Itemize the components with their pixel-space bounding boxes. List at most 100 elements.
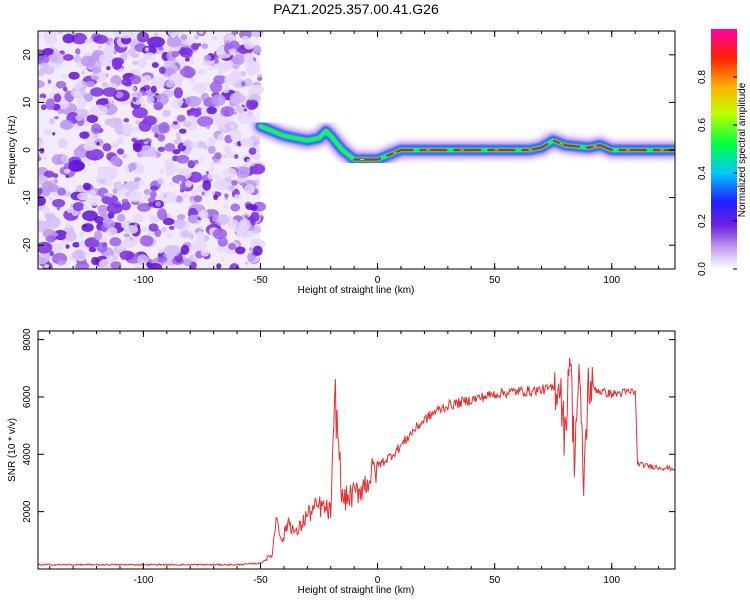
chart-title: PAZ1.2025.357.00.41.G26 bbox=[273, 1, 439, 17]
noise-blob bbox=[45, 235, 57, 243]
noise-blob bbox=[212, 63, 220, 69]
noise-blob bbox=[163, 245, 181, 257]
noise-blob bbox=[106, 255, 114, 264]
noise-blob bbox=[182, 142, 188, 147]
noise-blob bbox=[227, 219, 239, 229]
noise-blob bbox=[151, 62, 159, 68]
noise-blob bbox=[132, 143, 143, 153]
noise-blob bbox=[163, 73, 168, 78]
noise-blob bbox=[79, 231, 85, 238]
noise-blob bbox=[158, 191, 177, 204]
noise-blob bbox=[52, 132, 56, 136]
noise-blob bbox=[194, 34, 200, 40]
noise-blob bbox=[186, 109, 192, 114]
x-tick-label: 100 bbox=[603, 575, 620, 586]
noise-blob bbox=[110, 261, 122, 269]
noise-blob bbox=[216, 245, 226, 252]
noise-blob bbox=[190, 141, 200, 149]
noise-region bbox=[38, 31, 267, 269]
noise-blob bbox=[170, 33, 177, 39]
noise-blob bbox=[121, 201, 131, 211]
noise-blob bbox=[222, 204, 228, 209]
noise-blob bbox=[193, 195, 203, 203]
noise-blob bbox=[59, 119, 74, 130]
noise-blob bbox=[239, 247, 246, 252]
noise-blob bbox=[172, 174, 187, 184]
noise-blob bbox=[128, 162, 137, 171]
noise-blob bbox=[40, 62, 49, 72]
noise-blob bbox=[189, 233, 195, 240]
colorbar-tick-label: 0.8 bbox=[697, 70, 708, 84]
noise-blob bbox=[88, 247, 97, 253]
noise-blob bbox=[224, 193, 229, 198]
noise-blob bbox=[137, 57, 147, 69]
noise-blob bbox=[102, 143, 112, 152]
noise-blob bbox=[238, 218, 251, 231]
noise-blob bbox=[253, 49, 259, 54]
noise-blob bbox=[99, 178, 106, 184]
y-tick-label: 2000 bbox=[22, 500, 33, 523]
noise-blob bbox=[251, 162, 255, 167]
snr-y-ticks: 2000 4000 6000 8000 bbox=[22, 328, 675, 523]
noise-blob bbox=[130, 52, 140, 59]
snr-frame bbox=[37, 330, 676, 570]
spectrogram-ylabel: Frequency (Hz) bbox=[7, 116, 18, 185]
noise-blob bbox=[62, 33, 75, 44]
noise-blob bbox=[79, 131, 90, 139]
noise-blob bbox=[181, 230, 190, 238]
x-tick-label: 0 bbox=[375, 275, 381, 286]
noise-blob bbox=[225, 151, 234, 159]
noise-blob bbox=[176, 154, 190, 164]
noise-blob bbox=[124, 225, 139, 234]
noise-blob bbox=[234, 197, 238, 201]
noise-blob bbox=[157, 133, 166, 142]
noise-blob bbox=[106, 202, 123, 214]
noise-blob bbox=[165, 80, 175, 88]
noise-blob bbox=[162, 217, 175, 226]
noise-blob bbox=[164, 142, 176, 152]
noise-blob bbox=[136, 252, 139, 256]
noise-blob bbox=[246, 64, 258, 76]
noise-blob bbox=[227, 186, 236, 192]
noise-blob bbox=[144, 47, 149, 52]
noise-blob bbox=[43, 156, 48, 161]
noise-blob bbox=[220, 257, 225, 261]
noise-blob bbox=[117, 213, 126, 222]
noise-blob bbox=[182, 193, 189, 198]
noise-blob bbox=[151, 215, 159, 224]
noise-blob bbox=[110, 229, 116, 235]
noise-blob bbox=[82, 182, 92, 191]
noise-blob bbox=[175, 132, 181, 137]
noise-blob bbox=[155, 201, 161, 207]
noise-blob bbox=[38, 80, 45, 88]
noise-blob bbox=[89, 189, 97, 196]
noise-blob bbox=[68, 71, 80, 80]
noise-blob bbox=[230, 203, 241, 212]
noise-blob bbox=[73, 90, 82, 98]
noise-blob bbox=[243, 184, 255, 195]
noise-blob bbox=[56, 187, 66, 196]
noise-blob bbox=[142, 248, 146, 252]
noise-blob bbox=[102, 87, 118, 97]
noise-blob bbox=[228, 48, 237, 55]
noise-blob bbox=[218, 72, 223, 76]
snr-plot-area bbox=[38, 357, 675, 567]
spectrogram-x-ticks: -100 -50 0 50 100 bbox=[49, 31, 660, 286]
noise-blob bbox=[150, 185, 159, 191]
noise-blob bbox=[143, 140, 149, 145]
noise-blob bbox=[216, 45, 226, 56]
noise-blob bbox=[123, 118, 130, 123]
noise-blob bbox=[192, 239, 207, 251]
noise-blob bbox=[122, 123, 134, 136]
noise-blob bbox=[206, 171, 209, 175]
noise-blob bbox=[148, 197, 156, 204]
noise-blob bbox=[210, 262, 214, 266]
noise-blob bbox=[244, 215, 248, 219]
noise-blob bbox=[210, 162, 215, 167]
noise-blob bbox=[220, 106, 235, 117]
noise-blob bbox=[53, 116, 59, 120]
noise-blob bbox=[43, 264, 50, 269]
noise-blob bbox=[56, 206, 61, 211]
noise-blob bbox=[176, 214, 186, 220]
